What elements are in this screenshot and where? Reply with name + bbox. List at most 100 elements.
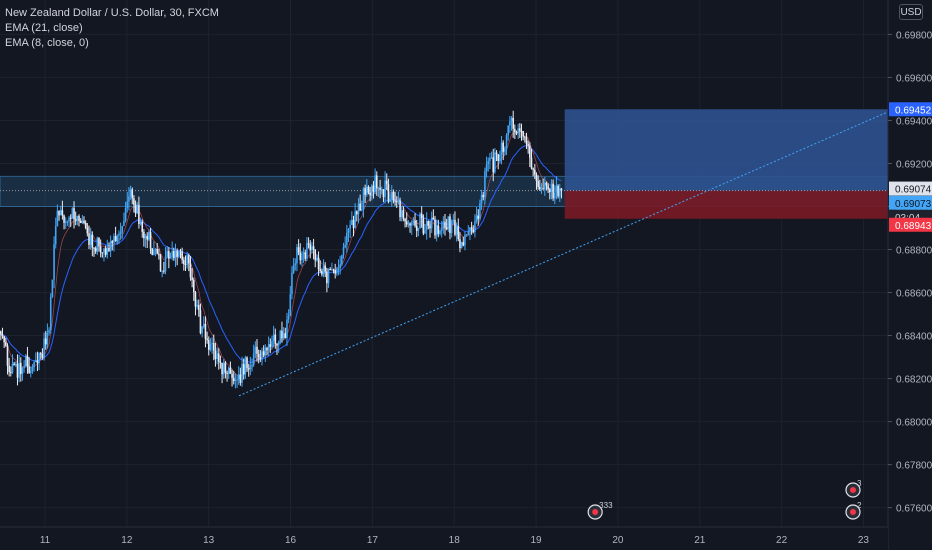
candle-body bbox=[84, 222, 87, 228]
candle-body bbox=[467, 231, 470, 235]
candle-body bbox=[542, 188, 544, 190]
candle-body bbox=[134, 204, 137, 214]
candle-body bbox=[326, 271, 328, 284]
ema-21-indicator[interactable]: EMA (21, close) bbox=[5, 22, 83, 34]
candle-body bbox=[111, 241, 114, 244]
event-marker-333[interactable]: 333 bbox=[587, 501, 613, 520]
target-zone bbox=[564, 109, 888, 191]
candle-body bbox=[452, 219, 455, 222]
candle-body bbox=[31, 367, 34, 372]
candle-body bbox=[505, 135, 508, 149]
candle-body bbox=[232, 377, 235, 381]
candle-body bbox=[229, 367, 232, 374]
candle-body bbox=[13, 363, 15, 366]
candle-body bbox=[389, 198, 391, 202]
candle-body bbox=[346, 232, 348, 245]
candle-body bbox=[430, 217, 433, 229]
candle-body bbox=[66, 221, 69, 223]
target-price-label-bg bbox=[889, 102, 932, 117]
candle-body bbox=[420, 213, 423, 219]
candle-body bbox=[322, 265, 325, 275]
candle-body bbox=[189, 263, 192, 278]
candle-body bbox=[48, 329, 50, 333]
time-tick-label: 21 bbox=[694, 535, 706, 546]
candle-body bbox=[144, 236, 147, 239]
candle-body bbox=[217, 353, 220, 362]
chart-legend: New Zealand Dollar / U.S. Dollar, 30, FX… bbox=[5, 6, 219, 51]
candle-body bbox=[332, 269, 335, 271]
candle-body bbox=[237, 374, 240, 380]
candle-body bbox=[166, 251, 168, 257]
candle-body bbox=[10, 372, 12, 374]
time-tick-label: 12 bbox=[121, 535, 133, 546]
candle-body bbox=[367, 186, 370, 193]
candle-body bbox=[354, 211, 356, 229]
time-tick-label: 18 bbox=[449, 535, 461, 546]
candle-body bbox=[519, 128, 521, 131]
candle-body bbox=[196, 304, 198, 307]
candle-body bbox=[39, 353, 42, 355]
price-tick-label: 0.68400 bbox=[896, 332, 932, 343]
candle-body bbox=[89, 234, 92, 245]
candle-body bbox=[460, 242, 463, 248]
candle-body bbox=[164, 256, 167, 272]
candle-body bbox=[78, 215, 80, 221]
candle-body bbox=[43, 338, 45, 358]
candle-body bbox=[61, 210, 64, 216]
event-marker-2[interactable]: 2 bbox=[845, 501, 862, 520]
candle-body bbox=[246, 357, 248, 369]
candle-body bbox=[487, 161, 490, 165]
ema-8-indicator[interactable]: EMA (8, close, 0) bbox=[5, 37, 89, 49]
event-marker-3[interactable]: 3 bbox=[845, 479, 862, 498]
candle-body bbox=[352, 219, 355, 229]
candle-body bbox=[143, 231, 145, 239]
candle-body bbox=[497, 154, 500, 161]
candle-body bbox=[174, 250, 177, 259]
candle-body bbox=[129, 189, 132, 197]
entry-price-label: 0.69074 bbox=[895, 185, 932, 196]
stop-price-label-bg bbox=[889, 217, 932, 232]
candle-body bbox=[79, 220, 82, 223]
symbol-title[interactable]: New Zealand Dollar / U.S. Dollar, 30, FX… bbox=[5, 7, 219, 19]
candle-body bbox=[173, 251, 175, 259]
candle-body bbox=[469, 227, 471, 232]
candle-body bbox=[470, 227, 473, 230]
candle-body bbox=[69, 217, 72, 219]
candle-body bbox=[331, 269, 333, 271]
candle-body bbox=[480, 194, 483, 204]
candle-body bbox=[176, 250, 178, 257]
candle-body bbox=[444, 221, 446, 228]
candle-body bbox=[139, 221, 142, 224]
candle-body bbox=[151, 248, 154, 255]
candle-body bbox=[535, 174, 538, 182]
candle-body bbox=[276, 343, 278, 346]
ema-8-line bbox=[0, 131, 562, 378]
candle-body bbox=[224, 362, 227, 373]
price-tick-label: 0.69400 bbox=[896, 116, 932, 127]
candle-body bbox=[21, 368, 24, 374]
candle-body bbox=[51, 279, 54, 297]
candle-body bbox=[46, 332, 49, 345]
candle-body bbox=[557, 185, 559, 197]
candle-body bbox=[219, 361, 222, 363]
price-tick-label: 0.68600 bbox=[896, 289, 932, 300]
candle-body bbox=[387, 184, 390, 202]
candle-body bbox=[156, 248, 159, 254]
candle-body bbox=[425, 221, 428, 231]
currency-button[interactable]: USD bbox=[899, 4, 923, 20]
candle-body bbox=[412, 220, 415, 223]
candle-body bbox=[429, 225, 431, 229]
candle-body bbox=[128, 196, 130, 202]
candle-body bbox=[148, 232, 150, 240]
candle-body bbox=[212, 343, 215, 351]
candle-body bbox=[91, 234, 94, 248]
candle-body bbox=[492, 157, 495, 173]
time-tick-label: 11 bbox=[40, 535, 51, 546]
candle-body bbox=[349, 224, 351, 229]
candle-body bbox=[347, 228, 350, 233]
candle-body bbox=[136, 204, 139, 214]
candle-body bbox=[316, 257, 318, 261]
candle-body bbox=[3, 336, 5, 343]
